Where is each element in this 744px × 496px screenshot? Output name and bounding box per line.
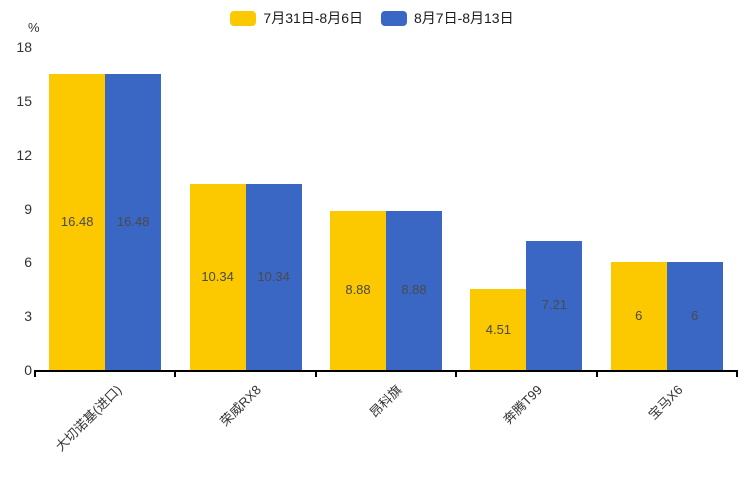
bar-value-label: 7.21	[541, 297, 568, 313]
x-category-label: 大切诺基(进口)	[52, 382, 124, 455]
legend-item-week1[interactable]: 7月31日-8月6日	[230, 8, 363, 28]
bar-value-label: 10.34	[257, 269, 290, 285]
y-tick-label: 9	[24, 200, 32, 217]
x-axis-line	[35, 370, 737, 372]
bar-week2	[386, 210, 442, 370]
bar-week2	[245, 184, 302, 370]
legend-item-week2[interactable]: 8月7日-8月13日	[381, 8, 514, 28]
x-category-label: 奔腾T99	[500, 382, 546, 427]
y-tick-label: 6	[24, 254, 32, 271]
bar-week1	[610, 262, 667, 370]
x-axis-tick	[736, 370, 738, 377]
bar-week2	[105, 74, 162, 370]
bar-value-label: 16.48	[60, 214, 94, 230]
bar-week1	[189, 184, 246, 370]
x-axis-tick	[174, 370, 177, 377]
bar-week1	[49, 74, 106, 370]
bar-value-label: 6	[691, 308, 699, 324]
legend-swatch-week1-icon	[230, 10, 257, 26]
y-axis-unit-label: %	[28, 20, 40, 35]
bar-week2	[526, 240, 583, 370]
x-category-label: 宝马X6	[645, 382, 686, 423]
bar-week2	[666, 262, 723, 370]
bar-value-label: 8.88	[401, 282, 427, 298]
x-axis-tick	[595, 370, 598, 377]
x-axis-tick	[314, 370, 317, 377]
x-category-label: 昂科旗	[366, 382, 405, 421]
legend-swatch-week2-icon	[381, 10, 407, 26]
x-axis-tick	[34, 370, 36, 377]
bar-week1	[470, 289, 527, 370]
bar-value-label: 8.88	[345, 282, 371, 298]
y-tick-label: 0	[24, 362, 32, 378]
bar-value-label: 16.48	[116, 214, 150, 230]
legend-label-week1: 7月31日-8月6日	[263, 10, 363, 26]
x-axis-tick	[455, 370, 458, 377]
legend-label-week2: 8月7日-8月13日	[414, 10, 514, 26]
x-category-label: 荣威RX8	[217, 382, 265, 430]
bar-value-label: 10.34	[201, 269, 234, 285]
legend: 7月31日-8月6日 8月7日-8月13日	[0, 8, 744, 28]
y-tick-label: 3	[24, 308, 32, 325]
bar-value-label: 4.51	[485, 321, 512, 337]
bar-week1	[330, 210, 386, 370]
bar-value-label: 6	[635, 308, 643, 324]
y-tick-label: 15	[16, 92, 32, 109]
y-tick-label: 18	[16, 39, 32, 55]
y-tick-label: 12	[16, 146, 32, 163]
